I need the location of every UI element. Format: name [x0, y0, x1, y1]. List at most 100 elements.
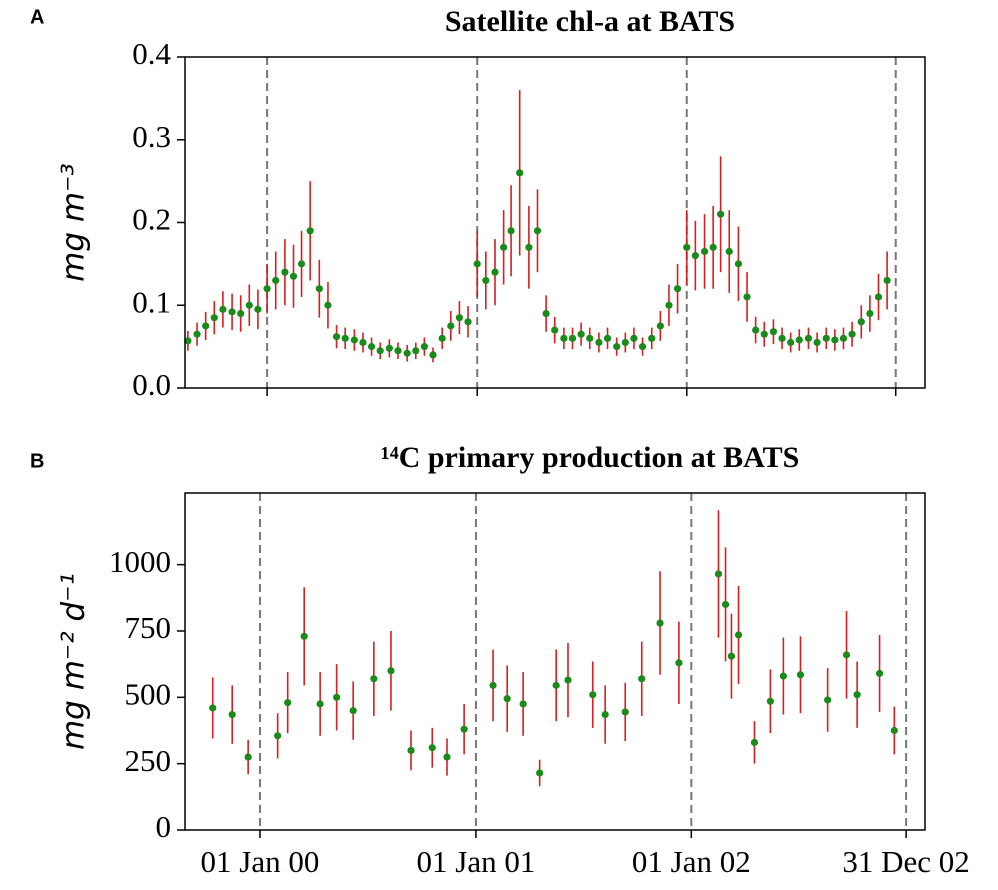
- data-point: [489, 681, 497, 689]
- data-point: [184, 337, 192, 345]
- data-point: [202, 322, 210, 330]
- data-point: [779, 672, 787, 680]
- data-point: [209, 704, 217, 712]
- data-point: [683, 243, 691, 251]
- data-point: [412, 347, 420, 355]
- data-point: [824, 696, 832, 704]
- data-point: [420, 343, 428, 351]
- y-tick-label: 500: [125, 676, 172, 711]
- data-point: [831, 336, 839, 344]
- data-point: [857, 318, 865, 326]
- data-point: [866, 309, 874, 318]
- data-point: [455, 314, 464, 322]
- data-point: [656, 619, 664, 627]
- data-point: [760, 330, 768, 338]
- data-point: [429, 351, 437, 359]
- y-axis-label: mg m⁻³: [56, 163, 92, 282]
- data-point: [438, 334, 446, 342]
- data-point: [709, 243, 717, 251]
- axes-frame: [184, 56, 926, 389]
- data-point: [359, 338, 367, 347]
- data-point: [507, 227, 515, 235]
- y-tick-label: 0.3: [132, 119, 171, 154]
- data-point: [289, 272, 298, 280]
- y-tick-label: 1000: [109, 544, 171, 579]
- data-point: [491, 268, 499, 276]
- data-point: [796, 671, 805, 679]
- data-point: [586, 334, 594, 342]
- data-point: [482, 276, 490, 285]
- data-point: [525, 243, 533, 251]
- data-point: [443, 753, 451, 761]
- data-point: [370, 675, 378, 683]
- data-point: [721, 600, 730, 609]
- y-tick-label: 0.4: [132, 36, 171, 71]
- data-point: [564, 676, 572, 684]
- data-point: [890, 726, 898, 735]
- data-point: [874, 293, 883, 301]
- data-point: [341, 334, 349, 342]
- chart-title: ¹⁴C primary production at BATS: [381, 441, 800, 474]
- data-point: [560, 334, 568, 342]
- data-point: [750, 738, 759, 747]
- data-point: [822, 334, 830, 342]
- data-point: [778, 334, 786, 342]
- data-point: [601, 710, 609, 719]
- data-point: [542, 309, 550, 318]
- data-point: [603, 334, 612, 342]
- data-point: [727, 652, 736, 660]
- data-point: [787, 338, 795, 347]
- data-point: [324, 301, 332, 309]
- data-point: [333, 693, 341, 701]
- data-point: [350, 336, 358, 344]
- data-point: [769, 328, 778, 336]
- data-point: [804, 334, 813, 342]
- data-point: [219, 305, 227, 313]
- data-point: [813, 338, 821, 347]
- data-point: [533, 227, 542, 235]
- data-point: [464, 318, 472, 326]
- data-point: [691, 252, 699, 260]
- data-point: [447, 322, 455, 330]
- data-point: [839, 334, 848, 342]
- data-point: [665, 301, 673, 309]
- data-point: [385, 344, 393, 352]
- data-point: [734, 631, 743, 639]
- data-point: [638, 343, 647, 351]
- axes-frame: [184, 492, 926, 831]
- panel-label: A: [30, 6, 44, 28]
- data-point: [210, 314, 218, 322]
- data-point: [519, 700, 527, 708]
- data-point: [883, 276, 891, 285]
- data-point: [648, 334, 656, 342]
- chart-title: Satellite chl-a at BATS: [445, 5, 735, 38]
- data-point: [766, 697, 774, 705]
- data-point: [568, 334, 577, 342]
- data-point: [254, 305, 262, 313]
- data-point: [237, 309, 245, 318]
- data-point: [516, 169, 524, 177]
- data-point: [752, 326, 760, 334]
- data-point: [367, 343, 376, 351]
- data-point: [875, 669, 884, 678]
- y-tick-label: 0.2: [132, 202, 171, 237]
- data-point: [244, 753, 252, 761]
- data-point: [300, 632, 308, 640]
- x-tick-label: 01 Jan 02: [632, 844, 751, 879]
- data-point: [306, 227, 314, 235]
- x-tick-label: 01 Jan 00: [201, 844, 320, 879]
- data-point: [621, 708, 629, 716]
- data-point: [725, 247, 733, 256]
- data-point: [714, 570, 723, 578]
- data-point: [428, 744, 436, 752]
- data-point: [376, 347, 384, 355]
- data-point: [281, 268, 289, 276]
- data-point: [577, 330, 585, 338]
- data-point: [795, 336, 803, 344]
- y-tick-label: 250: [125, 743, 172, 778]
- x-tick-label: 31 Dec 02: [842, 844, 969, 879]
- data-point: [673, 285, 682, 293]
- data-point: [552, 681, 560, 689]
- data-point: [656, 322, 664, 330]
